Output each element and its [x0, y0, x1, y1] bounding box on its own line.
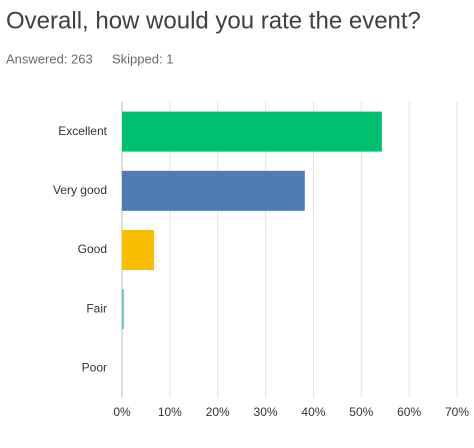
bar — [122, 170, 305, 211]
chart-title: Overall, how would you rate the event? — [6, 7, 421, 34]
y-tick-label: Poor — [82, 361, 107, 375]
x-tick-label: 60% — [397, 405, 421, 419]
y-tick-label: Good — [78, 242, 107, 256]
bar — [122, 289, 124, 330]
bar — [122, 230, 155, 270]
x-tick-label: 20% — [206, 405, 230, 419]
y-tick-label: Fair — [86, 301, 107, 315]
skipped-count: Skipped: 1 — [112, 51, 173, 66]
x-tick-label: 30% — [254, 405, 278, 419]
y-tick-label: Very good — [53, 183, 107, 197]
x-tick-label: 50% — [349, 405, 373, 419]
x-tick-label: 40% — [301, 405, 325, 419]
answered-count: Answered: 263 — [6, 51, 93, 66]
bar — [122, 111, 382, 152]
x-tick-label: 70% — [445, 405, 469, 419]
x-tick-label: 10% — [158, 405, 182, 419]
x-tick-label: 0% — [113, 405, 131, 419]
y-tick-label: Excellent — [58, 124, 107, 138]
